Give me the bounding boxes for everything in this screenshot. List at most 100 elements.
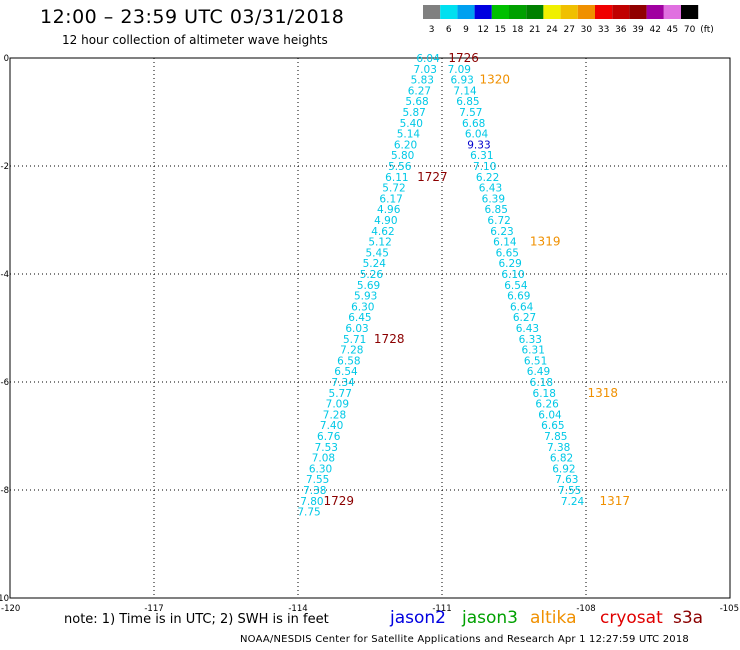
swh-reading: 6.30 <box>309 463 332 475</box>
lon-tick-label: -120 <box>1 604 20 614</box>
legend-label: 36 <box>615 25 627 35</box>
legend-label: 45 <box>667 25 678 35</box>
legend-label: 6 <box>446 25 452 35</box>
lat-tick-label: -6 <box>1 378 9 388</box>
swh-reading: 7.24 <box>561 496 585 508</box>
swh-reading: 6.10 <box>501 269 524 281</box>
pass-time-label: 1319 <box>530 235 561 249</box>
legend-swatch <box>543 5 561 19</box>
swh-reading: 7.09 <box>326 399 349 411</box>
swh-reading: 5.80 <box>391 150 414 162</box>
swh-reading: 7.55 <box>558 485 581 497</box>
swh-reading: 7.14 <box>453 85 477 97</box>
swh-reading: 6.23 <box>490 226 513 238</box>
legend-label: 33 <box>598 25 609 35</box>
legend-swatch <box>629 5 647 19</box>
legend-label: 12 <box>477 25 488 35</box>
lat-tick-label: -2 <box>1 162 9 172</box>
swh-reading: 7.40 <box>320 420 343 432</box>
swh-reading: 6.39 <box>482 193 505 205</box>
legend-label: 21 <box>529 25 540 35</box>
lat-tick-label: 0 <box>4 54 9 64</box>
legend-swatch <box>440 5 458 19</box>
legend-swatch <box>681 5 699 19</box>
swh-reading: 6.27 <box>513 312 536 324</box>
swh-reading: 5.77 <box>329 388 352 400</box>
legend-swatch <box>663 5 681 19</box>
swh-reading: 5.26 <box>360 269 384 281</box>
swh-reading: 6.03 <box>345 323 368 335</box>
footer-note: note: 1) Time is in UTC; 2) SWH is in fe… <box>64 612 329 627</box>
swh-reading: 6.11 <box>385 172 408 184</box>
legend-swatch <box>646 5 664 19</box>
swh-reading: 6.69 <box>507 291 530 303</box>
swh-reading: 7.28 <box>340 345 363 357</box>
map-frame <box>9 57 731 599</box>
lon-tick-label: -114 <box>288 604 307 614</box>
pass-time-label: 1320 <box>480 73 511 87</box>
satellite-s3a: s3a <box>673 608 704 628</box>
lat-tick-label: -10 <box>0 594 9 604</box>
swh-reading: 7.03 <box>414 64 437 76</box>
swh-reading: 7.75 <box>297 507 320 519</box>
swh-reading: 7.38 <box>547 442 570 454</box>
swh-reading: 7.34 <box>331 377 355 389</box>
legend-label: 27 <box>563 25 574 35</box>
swh-reading: 4.90 <box>374 215 397 227</box>
swh-reading: 5.45 <box>366 247 389 259</box>
swh-reading: 6.85 <box>485 204 508 216</box>
swh-reading: 5.14 <box>397 129 421 141</box>
legend-swatch <box>423 5 441 19</box>
swh-reading: 6.20 <box>394 139 417 151</box>
satellite-altika: altika <box>530 608 577 628</box>
swh-reading: 7.53 <box>315 442 338 454</box>
swh-reading: 6.68 <box>462 118 485 130</box>
swh-reading: 6.26 <box>535 399 559 411</box>
swh-reading: 7.08 <box>312 453 335 465</box>
legend-swatch <box>577 5 595 19</box>
pass-time-label: 1727 <box>417 170 448 184</box>
swh-reading: 6.72 <box>487 215 510 227</box>
swh-reading: 7.09 <box>448 64 471 76</box>
swh-reading: 6.65 <box>496 247 519 259</box>
pass-time-label: 1728 <box>374 332 405 346</box>
swh-reading: 6.54 <box>504 280 528 292</box>
legend-swatch <box>509 5 527 19</box>
legend-label: 42 <box>649 25 660 35</box>
credit-line: NOAA/NESDIS Center for Satellite Applica… <box>240 634 689 645</box>
lon-tick-label: -117 <box>144 604 163 614</box>
satellite-jason3: jason3 <box>462 608 518 628</box>
swh-reading: 7.38 <box>303 485 326 497</box>
swh-reading: 5.87 <box>402 107 425 119</box>
swh-reading: 7.28 <box>323 409 346 421</box>
swh-reading: 5.93 <box>354 291 377 303</box>
legend-swatch <box>457 5 475 19</box>
pass-time-label: 1317 <box>600 494 631 508</box>
swh-reading: 6.04 <box>465 129 489 141</box>
pass-time-label: 1726 <box>448 51 479 65</box>
legend-label: 15 <box>495 25 506 35</box>
satellite-cryosat: cryosat <box>600 608 663 628</box>
color-scale-legend: 3 6 9 12 15 18 21 24 27 30 33 36 39 42 45 70 (ft) <box>423 5 714 35</box>
swh-reading: 7.57 <box>459 107 482 119</box>
swh-reading: 6.04 <box>538 409 562 421</box>
swh-reading: 7.10 <box>473 161 496 173</box>
swh-reading: 6.17 <box>379 193 402 205</box>
legend-label: 18 <box>512 25 524 35</box>
swh-reading: 6.93 <box>450 75 473 87</box>
swh-reading: 5.69 <box>357 280 380 292</box>
swh-reading: 6.18 <box>533 388 556 400</box>
swh-reading: 7.63 <box>555 474 578 486</box>
page-subtitle: 12 hour collection of altimeter wave hei… <box>62 33 328 47</box>
swh-reading: 6.14 <box>493 237 517 249</box>
swh-reading: 6.54 <box>334 366 358 378</box>
swh-reading: 5.40 <box>400 118 423 130</box>
swh-reading: 6.65 <box>541 420 564 432</box>
swh-reading: 6.58 <box>337 355 360 367</box>
legend-label: 9 <box>463 25 469 35</box>
swh-reading: 5.83 <box>411 75 434 87</box>
swh-reading: 6.92 <box>552 463 575 475</box>
swh-reading: 6.43 <box>479 183 502 195</box>
swh-reading: 6.51 <box>524 355 547 367</box>
legend-label: 70 <box>684 25 696 35</box>
